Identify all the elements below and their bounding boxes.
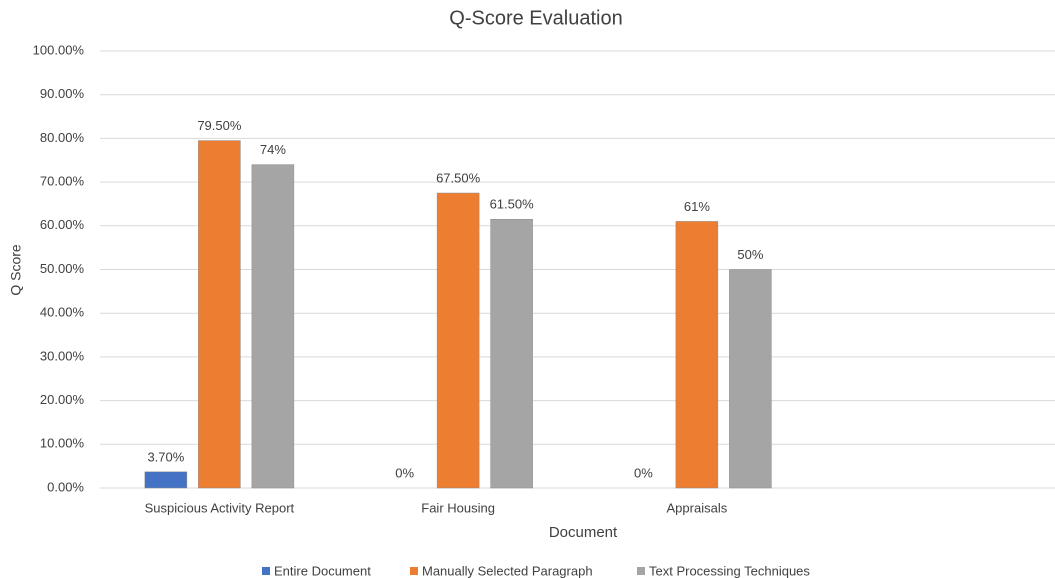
y-tick-label: 20.00%: [40, 392, 85, 407]
data-label: 67.50%: [436, 170, 481, 185]
y-tick-label: 0.00%: [47, 479, 84, 494]
chart-title: Q-Score Evaluation: [449, 7, 622, 29]
data-label: 61%: [684, 199, 710, 214]
legend-swatch: [410, 567, 418, 575]
bar: [436, 192, 480, 489]
y-tick-label: 50.00%: [40, 261, 85, 276]
y-tick-label: 30.00%: [40, 348, 85, 363]
y-tick-label: 90.00%: [40, 86, 85, 101]
data-label: 61.50%: [490, 197, 535, 212]
bar: [675, 221, 719, 489]
y-tick-label: 10.00%: [40, 436, 85, 451]
legend-label: Text Processing Techniques: [649, 563, 810, 578]
legend-swatch: [262, 567, 270, 575]
data-label: 79.50%: [197, 118, 242, 133]
y-tick-label: 70.00%: [40, 174, 85, 189]
bar: [198, 140, 241, 489]
x-tick-label: Appraisals: [667, 500, 728, 515]
data-label: 0%: [634, 465, 653, 480]
bar: [144, 471, 188, 489]
bar: [490, 218, 533, 489]
y-axis-label: Q Score: [8, 244, 24, 296]
x-tick-label: Fair Housing: [421, 500, 495, 515]
bar: [251, 164, 295, 489]
legend-label: Manually Selected Paragraph: [422, 563, 593, 578]
legend-swatch: [637, 567, 645, 575]
x-axis-label: Document: [549, 524, 618, 541]
y-tick-label: 100.00%: [33, 42, 85, 57]
x-tick-label: Suspicious Activity Report: [145, 500, 295, 515]
data-label: 50%: [737, 247, 763, 262]
y-tick-label: 60.00%: [40, 217, 85, 232]
legend-label: Entire Document: [274, 563, 371, 578]
data-label: 0%: [395, 465, 414, 480]
y-tick-label: 40.00%: [40, 305, 85, 320]
bar: [729, 269, 772, 489]
data-label: 74%: [260, 142, 286, 157]
data-label: 3.70%: [147, 449, 184, 464]
y-tick-label: 80.00%: [40, 130, 85, 145]
